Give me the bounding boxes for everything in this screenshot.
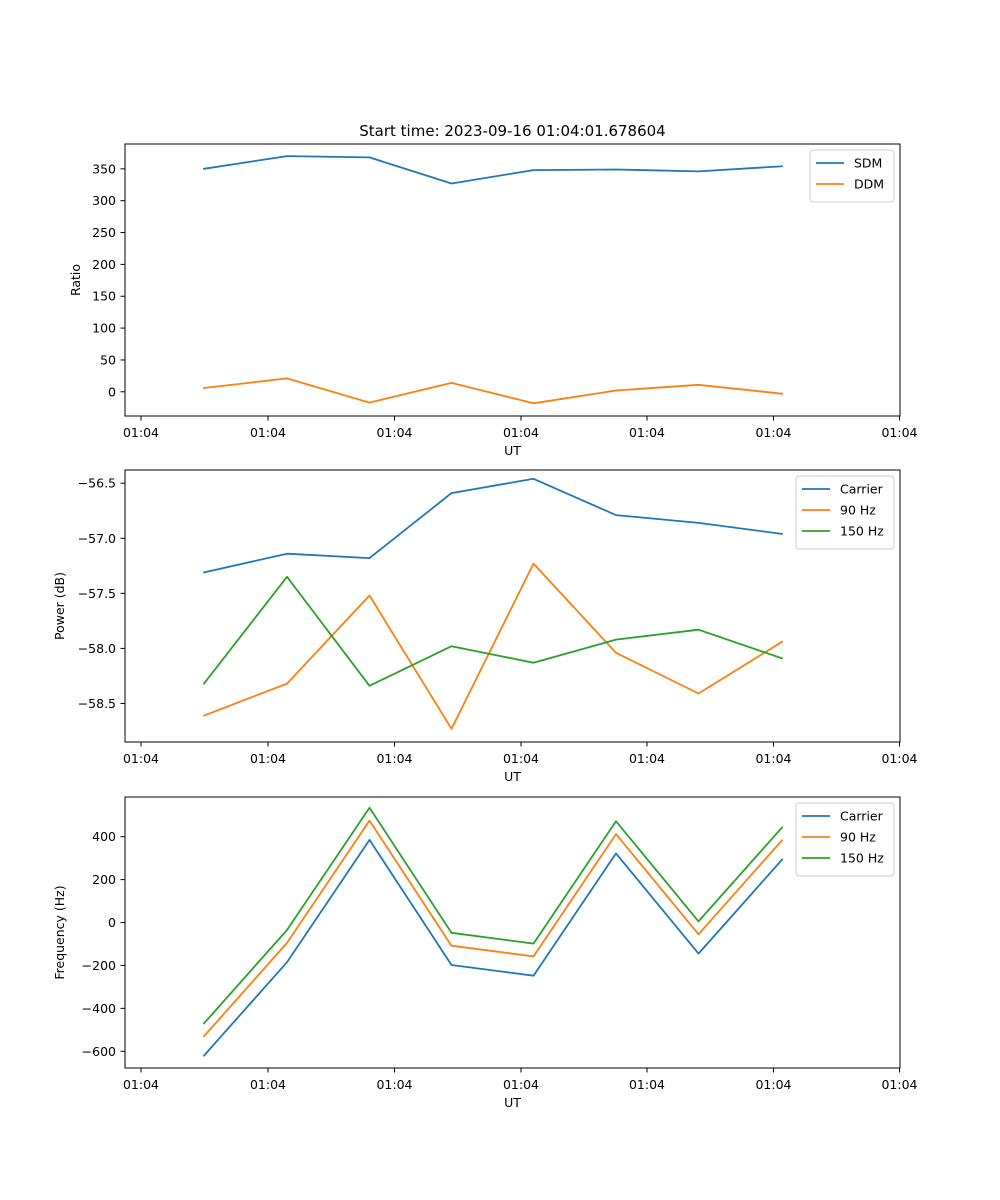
legend-label: Carrier [840, 809, 884, 824]
x-axis-label: UT [504, 1095, 521, 1110]
legend: Carrier 90 Hz 150 Hz [795, 802, 895, 877]
series-line-90-hz [202, 819, 784, 1038]
chart-panel-2: 01:04 01:04 01:04 01:04 01:04 01:04 01:04 −58.5… [52, 469, 918, 784]
series-line-150-hz [202, 575, 784, 687]
x-tick-label: 01:04 [881, 751, 917, 766]
legend-label: 150 Hz [840, 851, 884, 866]
figure-title: Start time: 2023-09-16 01:04:01.678604 [359, 122, 665, 140]
y-tick-label: 0 [108, 384, 116, 399]
legend: SDM DDM [809, 149, 895, 203]
y-tick-label: 200 [92, 872, 116, 887]
plot-frame [124, 469, 901, 743]
chart-panel-3: 01:04 01:04 01:04 01:04 01:04 01:04 01:04 −600 −… [52, 796, 918, 1110]
y-tick-label: 200 [92, 257, 116, 272]
y-tick-label: 150 [92, 289, 116, 304]
x-tick-label: 01:04 [376, 751, 412, 766]
legend-label: DDM [854, 177, 884, 192]
series-line-carrier [202, 477, 784, 574]
y-tick-label: 0 [108, 915, 116, 930]
series-line-sdm [202, 155, 783, 185]
y-tick-label: −58.5 [78, 696, 116, 711]
legend-label: 90 Hz [840, 503, 876, 518]
series-line-90-hz [202, 562, 784, 730]
series-line-carrier [202, 839, 784, 1057]
x-tick-label: 01:04 [376, 425, 412, 440]
x-tick-label: 01:04 [755, 1077, 791, 1092]
y-tick-label: 50 [100, 352, 116, 367]
x-tick-label: 01:04 [629, 751, 665, 766]
x-tick-label: 01:04 [250, 425, 286, 440]
x-axis-label: UT [504, 769, 521, 784]
x-tick-label: 01:04 [629, 1077, 665, 1092]
x-tick-label: 01:04 [881, 1077, 917, 1092]
y-tick-label: 350 [92, 161, 116, 176]
plot-frame [124, 796, 901, 1069]
y-tick-label: 400 [92, 829, 116, 844]
x-tick-label: 01:04 [503, 1077, 539, 1092]
y-axis-label: Frequency (Hz) [52, 885, 67, 979]
legend: Carrier 90 Hz 150 Hz [795, 475, 895, 550]
x-tick-label: 01:04 [755, 751, 791, 766]
x-tick-label: 01:04 [629, 425, 665, 440]
series-line-150-hz [202, 806, 784, 1025]
x-tick-label: 01:04 [503, 425, 539, 440]
x-tick-label: 01:04 [250, 751, 286, 766]
x-tick-label: 01:04 [250, 1077, 286, 1092]
y-tick-label: −600 [82, 1044, 116, 1059]
y-tick-label: −56.5 [78, 476, 116, 491]
x-tick-label: 01:04 [376, 1077, 412, 1092]
y-tick-label: 300 [92, 193, 116, 208]
x-tick-label: 01:04 [503, 751, 539, 766]
y-tick-label: 250 [92, 225, 116, 240]
legend-label: SDM [854, 156, 882, 171]
chart-panel-1: 01:04 01:04 01:04 01:04 01:04 01:04 01:04 0 50 10… [68, 143, 918, 458]
y-tick-label: −200 [82, 958, 116, 973]
series-line-ddm [203, 377, 783, 405]
x-axis-label: UT [504, 443, 521, 458]
y-axis-label: Ratio [68, 264, 83, 296]
x-tick-label: 01:04 [123, 751, 159, 766]
y-tick-label: −57.0 [78, 531, 116, 546]
y-tick-label: −57.5 [78, 586, 116, 601]
x-tick-label: 01:04 [755, 425, 791, 440]
y-tick-label: −400 [82, 1001, 116, 1016]
y-axis-label: Power (dB) [52, 572, 67, 640]
x-tick-label: 01:04 [123, 425, 159, 440]
y-tick-label: −58.0 [78, 641, 116, 656]
plot-frame [124, 143, 901, 417]
x-tick-label: 01:04 [123, 1077, 159, 1092]
legend-label: Carrier [840, 482, 884, 497]
legend-label: 90 Hz [840, 830, 876, 845]
y-tick-label: 100 [92, 321, 116, 336]
x-tick-label: 01:04 [881, 425, 917, 440]
legend-label: 150 Hz [840, 524, 884, 539]
